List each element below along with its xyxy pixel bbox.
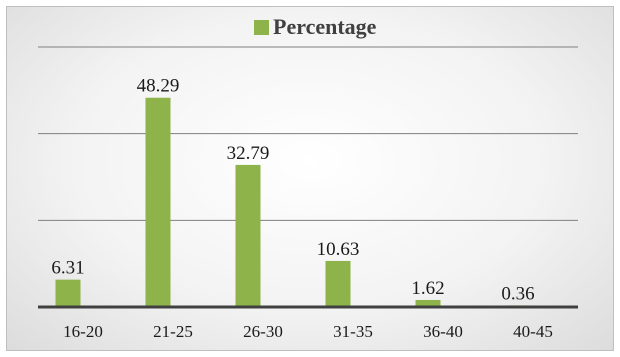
x-tick-label-26-30: 26-30 [243, 322, 283, 341]
bar-31-35 [325, 260, 351, 307]
x-tick-label-31-35: 31-35 [333, 322, 373, 341]
data-label-16-20: 6.31 [51, 258, 84, 279]
bar-26-30 [235, 164, 261, 307]
legend-label: Percentage [273, 14, 377, 39]
x-tick-label-36-40: 36-40 [423, 322, 463, 341]
x-tick-label-40-45: 40-45 [513, 322, 553, 341]
legend-swatch [254, 19, 269, 35]
data-label-21-25: 48.29 [137, 76, 180, 97]
data-label-40-45: 0.36 [501, 283, 534, 304]
bar-16-20 [55, 279, 81, 307]
data-label-26-30: 32.79 [227, 143, 270, 164]
bar-21-25 [145, 97, 171, 307]
x-tick-label-21-25: 21-25 [153, 322, 193, 341]
data-label-36-40: 1.62 [411, 278, 444, 299]
chart-area [6, 6, 614, 351]
bar-36-40 [415, 299, 441, 307]
x-tick-label-16-20: 16-20 [63, 322, 103, 341]
legend: Percentage [254, 14, 376, 40]
data-label-31-35: 10.63 [317, 239, 360, 260]
